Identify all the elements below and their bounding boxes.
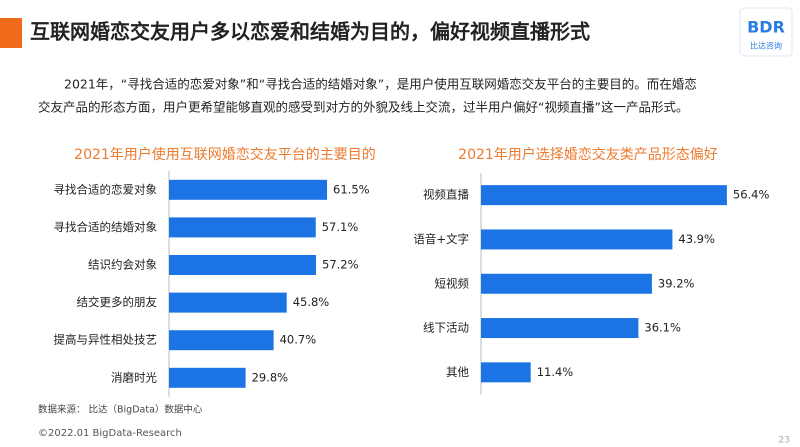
category-label: 寻找合适的结婚对象	[54, 220, 158, 234]
chart-title: 2021年用户选择婚恋交友类产品形态偏好	[458, 146, 718, 163]
category-label: 其他	[446, 365, 469, 379]
description-line: 2021年，“寻找合适的恋爱对象”和“寻找合适的结婚对象”，是用户使用互联网婚恋…	[64, 77, 697, 92]
title-marker	[0, 18, 22, 48]
description-line: 交友产品的形态方面，用户更希望能够直观的感受到对方的外貌及线上交流，过半用户偏好…	[38, 100, 688, 115]
category-label: 短视频	[435, 276, 470, 290]
bar	[169, 330, 274, 351]
bar	[169, 255, 317, 275]
category-label: 视频直播	[423, 188, 469, 202]
source: 数据来源： 比达（BigData）数据中心	[38, 404, 203, 416]
chart-title: 2021年用户使用互联网婚恋交友平台的主要目的	[74, 146, 376, 163]
category-label: 线下活动	[423, 321, 469, 335]
bar	[169, 367, 246, 388]
category-label: 提高与异性相处技艺	[54, 333, 158, 347]
value-label: 57.2%	[322, 258, 359, 272]
logo-box	[739, 7, 793, 57]
slide-title: 互联网婚恋交友用户多以恋爱和结婚为目的，偏好视频直播形式	[30, 20, 590, 44]
value-label: 36.1%	[644, 321, 681, 335]
value-label: 43.9%	[678, 232, 715, 246]
value-label: 39.2%	[658, 276, 695, 290]
category-label: 结交更多的朋友	[77, 295, 158, 309]
logo: BDR	[747, 18, 785, 37]
value-label: 40.7%	[280, 333, 317, 347]
bar	[481, 185, 727, 206]
value-label: 11.4%	[537, 365, 574, 379]
logo-sub: 比达咨询	[750, 41, 782, 51]
value-label: 57.1%	[322, 220, 359, 234]
bar	[481, 229, 673, 250]
bar	[169, 292, 287, 313]
bar	[481, 273, 652, 294]
bar	[481, 362, 531, 383]
bar	[481, 318, 639, 339]
category-label: 语音+文字	[413, 232, 469, 246]
footer: ©2022.01 BigData-Research	[38, 428, 182, 439]
value-label: 29.8%	[252, 370, 289, 384]
category-label: 寻找合适的恋爱对象	[54, 182, 158, 196]
category-label: 结识约会对象	[88, 258, 157, 272]
page-number: 23	[779, 436, 790, 446]
category-label: 消磨时光	[111, 370, 157, 384]
value-label: 56.4%	[733, 188, 770, 202]
bar	[169, 217, 316, 238]
value-label: 45.8%	[293, 295, 330, 309]
bar	[169, 179, 328, 200]
value-label: 61.5%	[333, 182, 370, 196]
